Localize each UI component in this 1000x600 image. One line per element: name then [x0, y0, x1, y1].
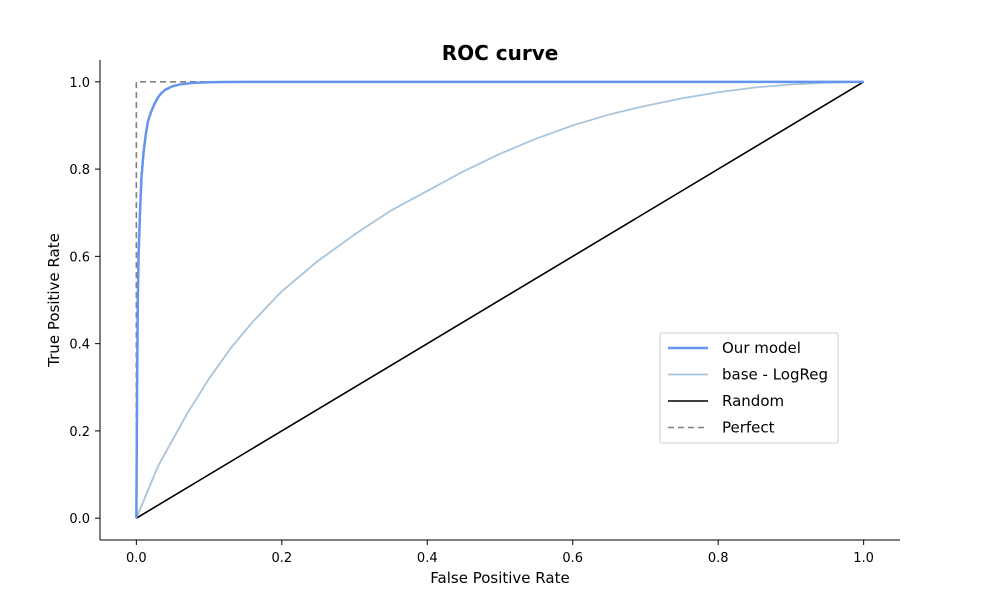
x-tick-label: 0.8 — [708, 551, 729, 566]
legend-label: Perfect — [722, 419, 775, 437]
y-tick-label: 0.6 — [69, 250, 90, 265]
y-tick-label: 0.8 — [69, 163, 90, 178]
series-line-random — [135, 81, 865, 519]
y-tick-label: 0.2 — [69, 425, 90, 440]
legend-item: Our model — [668, 339, 801, 357]
legend-box — [659, 332, 839, 444]
y-tick-label: 0.0 — [69, 512, 90, 527]
y-tick-label: 0.4 — [69, 338, 90, 353]
axes: 0.0 0.2 0.4 0.6 0.8 1.0 0.0 0.2 0.4 0.6 0.8 1.0 — [69, 60, 900, 566]
series-line-our-model — [135, 80, 864, 519]
x-tick-label: 0.4 — [417, 551, 438, 566]
legend: Our model base - LogReg Random Perfect — [659, 332, 839, 444]
x-tick-label: 0.2 — [271, 551, 292, 566]
x-tick-label: 0.0 — [126, 551, 147, 566]
series-layer — [135, 80, 865, 519]
y-tick-label: 1.0 — [69, 76, 90, 91]
legend-item: base - LogReg — [668, 366, 828, 384]
legend-label: Our model — [722, 339, 801, 357]
legend-label: base - LogReg — [722, 366, 828, 384]
x-tick-label: 1.0 — [853, 551, 874, 566]
legend-label: Random — [722, 392, 784, 410]
series-line-base-logreg — [135, 80, 864, 519]
x-axis-label: False Positive Rate — [430, 569, 569, 587]
y-axis-label: True Positive Rate — [45, 233, 63, 368]
legend-item: Random — [668, 392, 784, 410]
x-tick-label: 0.6 — [562, 551, 583, 566]
legend-item: Perfect — [668, 419, 775, 437]
chart-title: ROC curve — [442, 41, 559, 65]
